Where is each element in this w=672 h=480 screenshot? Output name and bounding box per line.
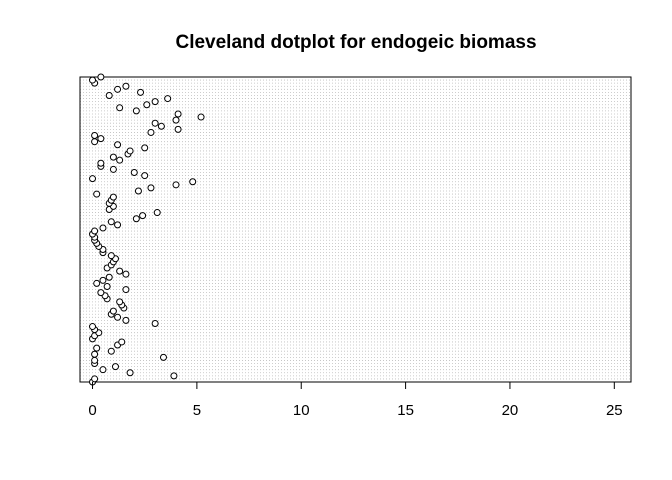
data-points: [89, 73, 205, 386]
data-point: [151, 119, 159, 127]
data-point: [126, 369, 134, 377]
data-point: [172, 116, 180, 124]
x-tick-label: 20: [502, 402, 519, 419]
data-point: [114, 141, 122, 149]
data-point: [99, 224, 107, 232]
data-point: [91, 227, 99, 235]
data-point: [109, 193, 117, 201]
data-point: [153, 209, 161, 217]
data-point: [122, 82, 130, 90]
data-point: [116, 156, 124, 164]
data-point: [122, 270, 130, 278]
data-point: [114, 85, 122, 93]
data-point: [91, 132, 99, 140]
data-point: [107, 218, 115, 226]
data-point: [159, 353, 167, 361]
x-tick-label: 5: [193, 402, 201, 419]
data-point: [93, 190, 101, 198]
data-point: [122, 316, 130, 324]
data-point: [147, 184, 155, 192]
data-point: [93, 279, 101, 287]
data-point: [109, 307, 117, 315]
data-point: [93, 344, 101, 352]
data-point: [174, 110, 182, 118]
data-point: [189, 178, 197, 186]
data-point: [147, 128, 155, 136]
data-point: [89, 76, 97, 84]
data-point: [141, 172, 149, 180]
data-point: [137, 88, 145, 96]
data-point: [105, 91, 113, 99]
data-point: [114, 221, 122, 229]
data-point: [99, 276, 107, 284]
data-point: [116, 267, 124, 275]
x-tick-label: 25: [606, 402, 623, 419]
data-point: [164, 95, 172, 103]
data-point: [97, 135, 105, 143]
data-point: [105, 273, 113, 281]
data-point: [109, 153, 117, 161]
data-point: [134, 187, 142, 195]
data-point: [97, 159, 105, 167]
data-point: [91, 138, 99, 146]
data-point: [107, 252, 115, 260]
data-point: [139, 212, 147, 220]
plot-frame: [79, 76, 632, 383]
data-point: [109, 165, 117, 173]
data-point: [130, 169, 138, 177]
x-tick-label: 10: [293, 402, 310, 419]
data-point: [89, 175, 97, 183]
gridlines: [80, 76, 631, 383]
data-point: [151, 98, 159, 106]
data-point: [89, 323, 97, 331]
data-point: [114, 313, 122, 321]
data-point: [91, 356, 99, 364]
data-point: [174, 125, 182, 133]
data-point: [107, 347, 115, 355]
data-point: [132, 215, 140, 223]
data-point: [91, 375, 99, 383]
data-point: [141, 144, 149, 152]
data-point: [197, 113, 205, 121]
data-point: [126, 147, 134, 155]
data-point: [97, 73, 105, 81]
data-point: [151, 319, 159, 327]
data-point: [157, 122, 165, 130]
data-point: [116, 298, 124, 306]
data-point: [172, 181, 180, 189]
data-point: [99, 366, 107, 374]
x-tick-label: 15: [397, 402, 414, 419]
data-point: [170, 372, 178, 380]
data-point: [143, 101, 151, 109]
data-point: [116, 104, 124, 112]
data-point: [132, 107, 140, 115]
data-point: [97, 289, 105, 297]
chart-title: Cleveland dotplot for endogeic biomass: [175, 32, 536, 53]
data-point: [103, 282, 111, 290]
data-point: [118, 338, 126, 346]
data-point: [122, 286, 130, 294]
x-tick-label: 0: [88, 402, 96, 419]
x-axis-ticks: 0 5 10 15 20 25: [88, 382, 623, 419]
data-point: [111, 363, 119, 371]
data-point: [91, 350, 99, 358]
